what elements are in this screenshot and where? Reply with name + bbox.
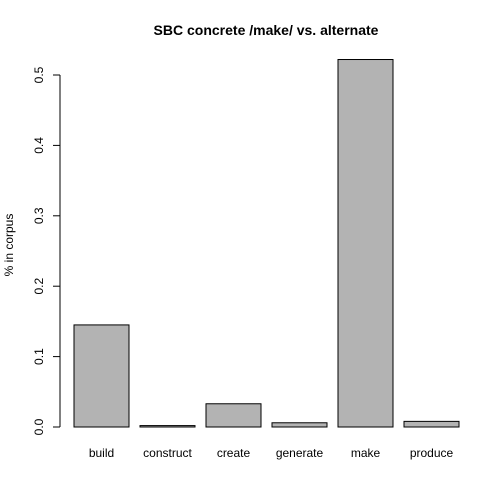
category-label-build: build (89, 446, 114, 460)
category-label-construct: construct (143, 446, 192, 460)
y-tick-label: 0.4 (32, 137, 46, 154)
category-label-produce: produce (410, 446, 454, 460)
bar-make (337, 59, 394, 428)
bar-generate (271, 422, 328, 428)
y-tick-label: 0.1 (32, 348, 46, 365)
bar-build (73, 324, 130, 428)
category-label-make: make (351, 446, 381, 460)
bar-create (205, 403, 262, 428)
category-label-generate: generate (276, 446, 324, 460)
y-axis: 0.0 0.1 0.2 0.3 0.4 0.5 (32, 66, 61, 435)
chart-title: SBC concrete /make/ vs. alternate (154, 22, 379, 38)
bars (73, 59, 460, 428)
y-axis-label: % in corpus (2, 214, 16, 277)
y-tick-label: 0.5 (32, 66, 46, 83)
bar-produce (403, 420, 460, 428)
category-labels: build construct create generate make produce (89, 446, 454, 460)
y-tick-label: 0.0 (32, 418, 46, 435)
bar-construct (139, 425, 196, 428)
y-tick-label: 0.3 (32, 207, 46, 224)
y-tick-label: 0.2 (32, 278, 46, 295)
category-label-create: create (217, 446, 251, 460)
